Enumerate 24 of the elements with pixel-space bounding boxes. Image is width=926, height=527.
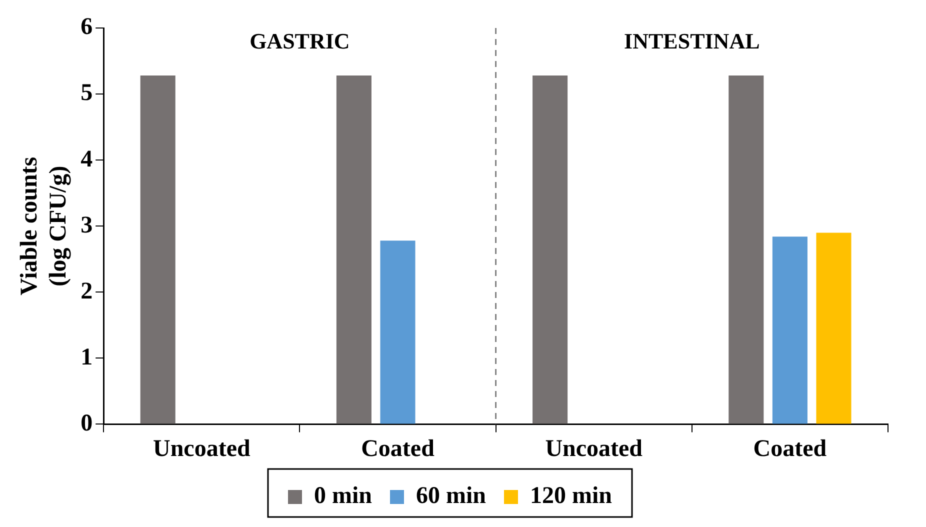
y-tick-label: 2 — [80, 278, 93, 304]
bar — [140, 76, 176, 424]
bar — [772, 236, 808, 424]
y-tick-label: 4 — [80, 146, 93, 172]
y-tick-label: 0 — [80, 410, 93, 436]
x-tick-label: Coated — [753, 436, 828, 462]
y-axis-title: Viable counts (log CFU/g) — [16, 156, 72, 296]
annotation: INTESTINAL — [624, 28, 760, 54]
y-tick-label: 5 — [80, 80, 93, 106]
bar — [728, 76, 764, 424]
legend-label: 120 min — [530, 483, 612, 510]
y-tick-label: 6 — [80, 14, 93, 40]
x-tick-label: Uncoated — [545, 436, 644, 462]
legend-label: 60 min — [416, 483, 486, 510]
x-tick-label: Coated — [361, 436, 436, 462]
x-tick-label: Uncoated — [152, 436, 251, 462]
y-tick-label: 3 — [80, 212, 93, 238]
legend-label: 0 min — [314, 483, 372, 510]
bar — [380, 240, 416, 424]
annotation: GASTRIC — [250, 28, 350, 54]
bar — [532, 76, 568, 424]
bar — [816, 232, 852, 424]
bar — [336, 76, 372, 424]
y-tick-label: 1 — [80, 344, 93, 370]
